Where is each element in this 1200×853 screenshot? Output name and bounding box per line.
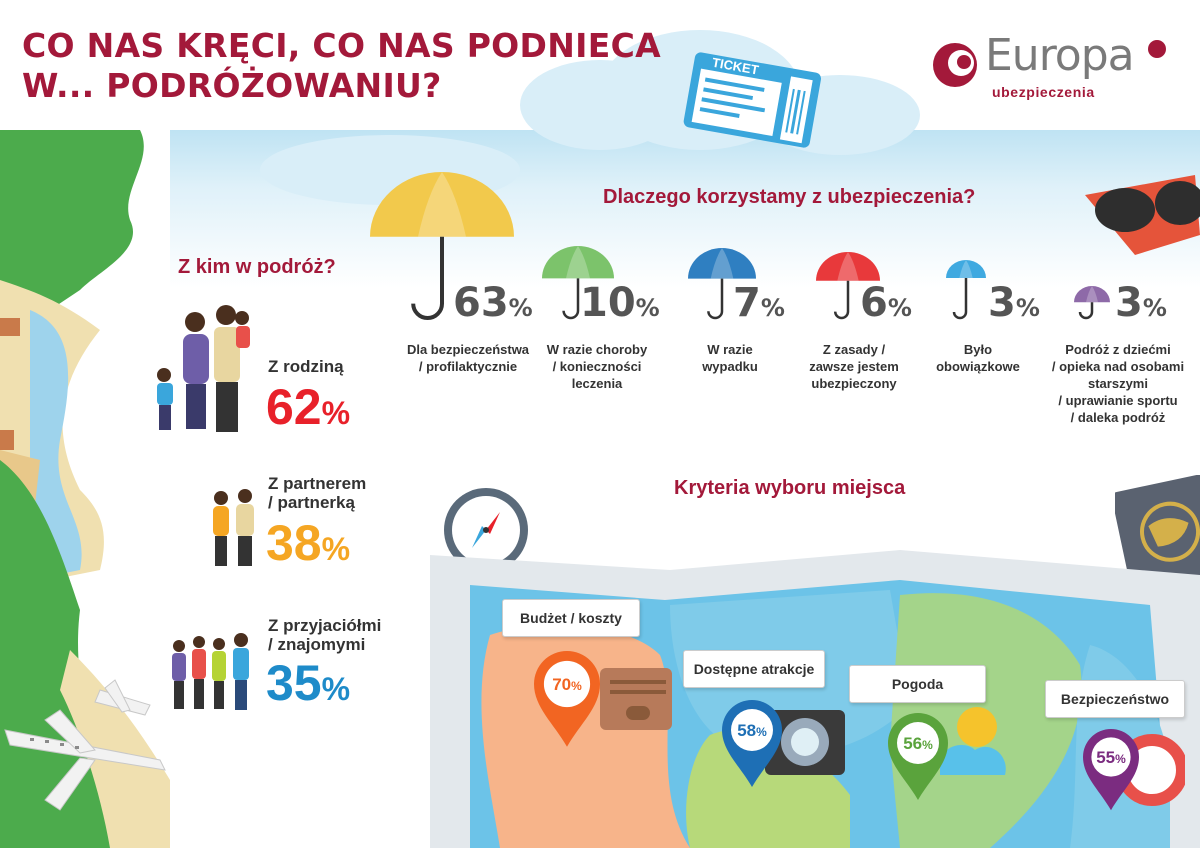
pct-value: 62 [266,379,322,435]
pct-value: 63 [453,280,509,326]
label-line: / znajomymi [268,635,366,654]
desc-line: Z zasady / [822,342,886,357]
insurance-pct-4: 6% [860,283,912,328]
criteria-heading: Kryteria wyboru miejsca [674,477,906,499]
logo-text: Europa [985,30,1135,81]
logo-swirl-icon [933,43,977,87]
couple-icon [205,488,265,568]
insurance-desc-1: Dla bezpieczeństwa / profilaktycznie [398,341,538,375]
desc-line: leczenia [571,376,623,391]
sun-cloud-icon [935,705,1010,785]
desc-line: / uprawianie sportu [1058,393,1178,408]
desc-line: / profilaktycznie [418,359,518,374]
family-icon [150,300,260,435]
pct-suffix: % [760,294,785,322]
logo-dot [1148,40,1166,58]
title-line-1: CO NAS KRĘCI, CO NAS PODNIECA [22,26,661,65]
page-title: CO NAS KRĘCI, CO NAS PODNIECA W... PODRÓ… [22,26,661,106]
companions-heading: Z kim w podróż? [178,256,336,278]
companion-pct-family: 62% [266,382,350,438]
desc-line: zawsze jestem [809,359,899,374]
desc-line: ubezpieczony [811,376,897,391]
label-line: / partnerką [268,493,355,512]
umbrella-icon [816,252,880,320]
pct-value: 3 [1115,280,1143,326]
lifebuoy-icon [1116,732,1188,807]
pct-value: 6 [860,280,888,326]
insurance-desc-3: W razie wypadku [660,341,800,375]
umbrella-icon [946,260,986,320]
insurance-desc-2: W razie choroby / konieczności leczenia [527,341,667,392]
criteria-label-budget: Budżet / koszty [502,599,640,637]
umbrella-row [360,160,1200,340]
insurance-desc-6: Podróż z dziećmi / opieka nad osobami star… [1038,341,1198,426]
pct-suffix: % [887,294,912,322]
desc-line: starszymi [1088,376,1148,391]
companion-label-friends: Z przyjaciółmi / znajomymi [268,616,381,654]
friends-icon [165,632,265,712]
desc-line: W razie [707,342,753,357]
pct-suffix: % [508,294,533,322]
pct-value: 10 [580,280,636,326]
insurance-pct-3: 7% [733,283,785,328]
pct-suffix: % [635,294,660,322]
criteria-label-weather: Pogoda [849,665,986,703]
label-line: Z partnerem [268,474,367,493]
ticket-illustration: TICKET [682,52,822,152]
desc-line: / konieczności [552,359,642,374]
insurance-pct-6: 3% [1115,283,1167,328]
title-line-2: W... PODRÓŻOWANIU? [22,66,442,105]
camera-icon [765,700,845,778]
umbrella-icon [688,248,756,320]
companion-label-family: Z rodziną [268,357,344,376]
insurance-desc-4: Z zasady / zawsze jestem ubezpieczony [784,341,924,392]
umbrella-icon [542,246,614,320]
compass-icon [440,484,532,576]
insurance-desc-5: Było obowiązkowe [908,341,1048,375]
sunglasses-illustration [1075,165,1200,275]
desc-line: Dla bezpieczeństwa [406,342,530,357]
desc-line: / daleka podróż [1070,410,1166,425]
pct-suffix: % [1015,294,1040,322]
pct-value: 38 [266,515,322,571]
pct-suffix: % [321,395,351,431]
insurance-pct-5: 3% [988,283,1040,328]
pct-value: 35 [266,655,322,711]
pct-suffix: % [1142,294,1167,322]
umbrella-icon [370,172,514,320]
pct-value: 7 [733,280,761,326]
companion-label-partner: Z partnerem / partnerką [268,474,366,512]
desc-line: W razie choroby [546,342,648,357]
desc-line: Było [963,342,993,357]
pct-suffix: % [321,531,351,567]
companion-pct-partner: 38% [266,518,350,574]
label-line: Z przyjaciółmi [268,616,382,635]
desc-line: obowiązkowe [936,359,1020,374]
pct-suffix: % [321,671,351,707]
wallet-icon [600,668,672,730]
criteria-label-attractions: Dostępne atrakcje [683,650,825,688]
insurance-pct-2: 10% [580,283,660,328]
umbrella-icon [1074,286,1110,320]
criteria-label-safety: Bezpieczeństwo [1045,680,1185,718]
airplane-illustration [0,650,175,830]
pct-value: 3 [988,280,1016,326]
desc-line: wypadku [702,359,758,374]
desc-line: Podróż z dziećmi [1065,342,1171,357]
umbrellas-svg [370,172,1110,320]
insurance-heading: Dlaczego korzystamy z ubezpieczenia? [603,186,976,208]
desc-line: / opieka nad osobami [1051,359,1185,374]
companion-pct-friends: 35% [266,658,350,714]
insurance-pct-1: 63% [453,283,533,328]
logo-mark [930,40,980,90]
logo-subtitle: ubezpieczenia [992,84,1095,100]
